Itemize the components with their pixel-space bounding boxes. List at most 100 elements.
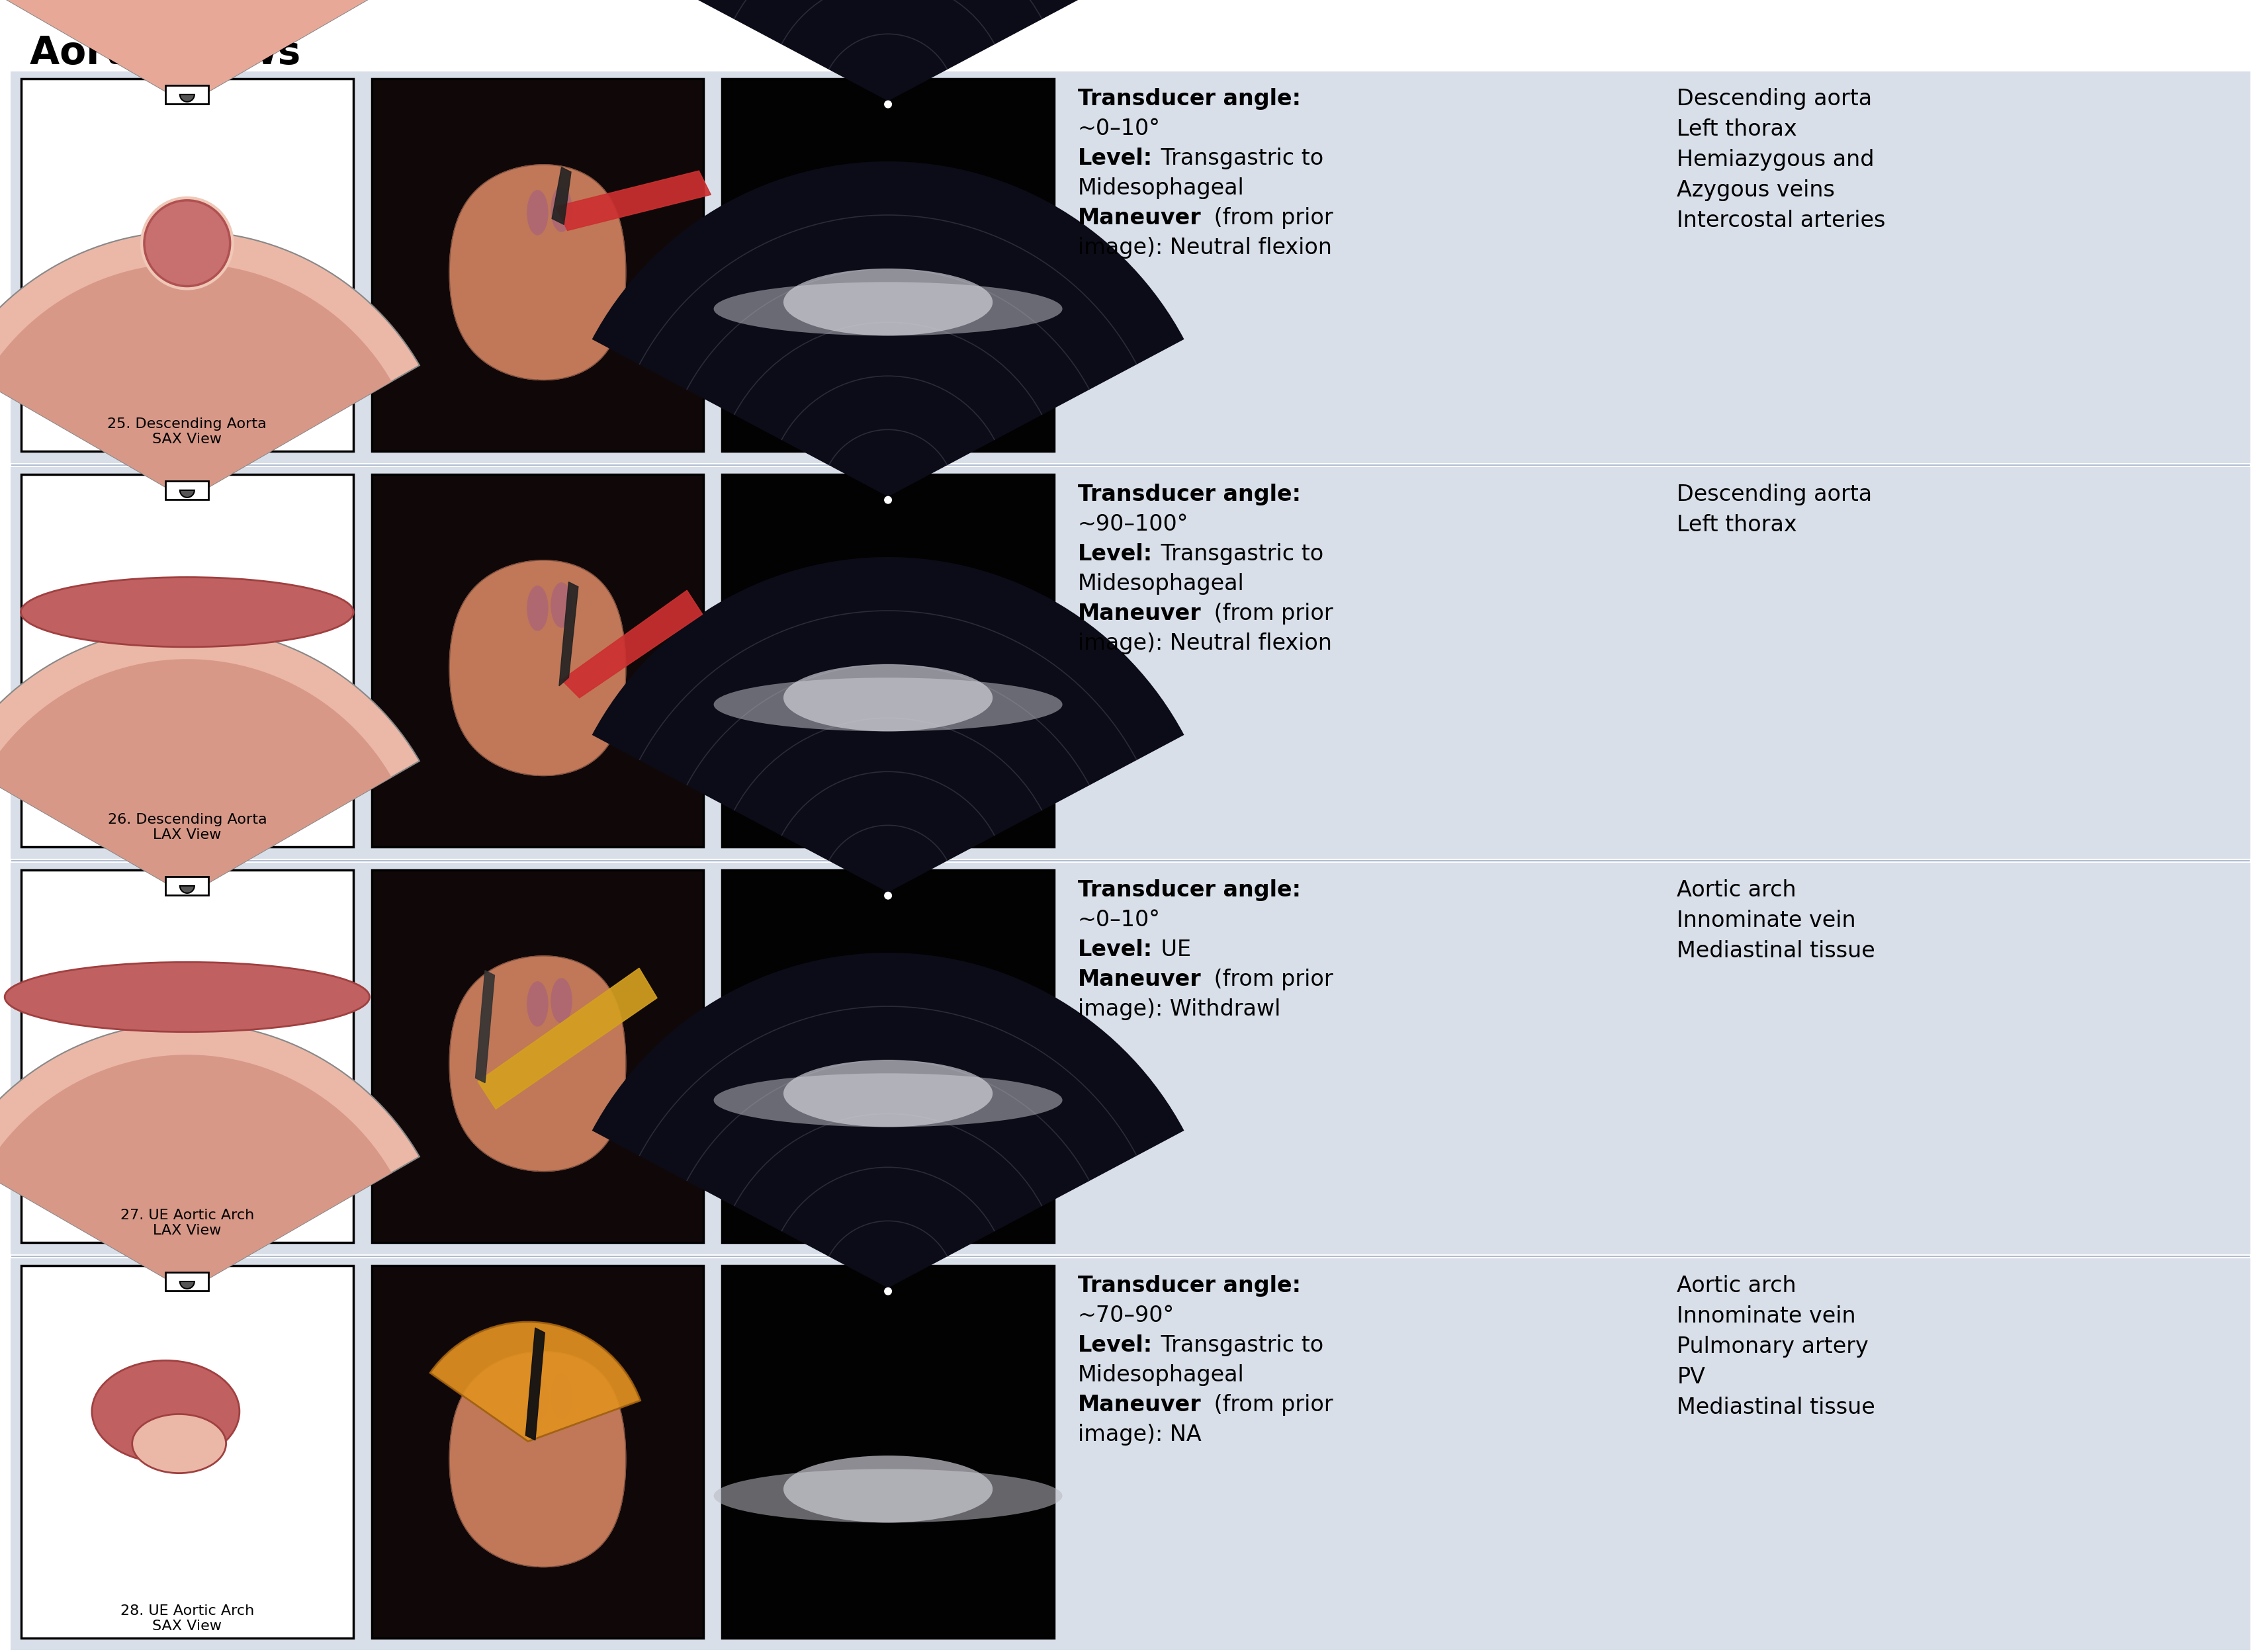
Text: Transgastric to: Transgastric to (1153, 1335, 1323, 1356)
Polygon shape (450, 165, 626, 380)
Bar (165, 481, 208, 499)
Ellipse shape (782, 1455, 993, 1523)
Ellipse shape (527, 1376, 549, 1422)
Polygon shape (475, 970, 495, 1082)
Text: Aortic Views: Aortic Views (29, 35, 301, 73)
Ellipse shape (714, 1074, 1063, 1127)
Text: Transducer angle:: Transducer angle: (1078, 484, 1300, 506)
Wedge shape (181, 1282, 194, 1289)
Text: 27. UE Aortic Arch
LAX View: 27. UE Aortic Arch LAX View (120, 1209, 253, 1237)
Polygon shape (556, 170, 710, 231)
Text: image): NA: image): NA (1078, 1424, 1201, 1446)
Ellipse shape (552, 978, 572, 1024)
Ellipse shape (714, 1469, 1063, 1523)
Text: Transducer angle:: Transducer angle: (1078, 1275, 1300, 1297)
Circle shape (145, 200, 231, 286)
Text: Maneuver: Maneuver (1078, 206, 1201, 230)
Bar (11, 71, 2250, 463)
Ellipse shape (5, 961, 369, 1032)
Ellipse shape (552, 187, 572, 233)
Ellipse shape (714, 282, 1063, 335)
Text: image): Withdrawl: image): Withdrawl (1078, 998, 1280, 1021)
Bar (20, 79, 353, 451)
Bar (11, 468, 2250, 859)
Text: (from prior: (from prior (1207, 968, 1334, 990)
Bar (371, 871, 703, 1242)
Text: Descending aorta: Descending aorta (1678, 484, 1872, 506)
Text: Midesophageal: Midesophageal (1078, 177, 1244, 198)
Wedge shape (430, 1322, 640, 1442)
Text: Descending aorta: Descending aorta (1678, 88, 1872, 109)
Text: 28. UE Aortic Arch
SAX View: 28. UE Aortic Arch SAX View (120, 1604, 253, 1632)
Polygon shape (477, 968, 658, 1108)
Text: Intercostal arteries: Intercostal arteries (1678, 210, 1886, 231)
Wedge shape (0, 1023, 421, 1290)
Wedge shape (0, 263, 391, 499)
Bar (721, 474, 1054, 847)
Text: UE: UE (1153, 938, 1192, 960)
Wedge shape (181, 885, 194, 894)
Wedge shape (592, 0, 1185, 101)
Polygon shape (450, 957, 626, 1171)
Ellipse shape (527, 981, 549, 1026)
Bar (721, 871, 1054, 1242)
Circle shape (884, 1287, 893, 1295)
Text: (from prior: (from prior (1207, 1394, 1334, 1416)
Wedge shape (0, 1054, 391, 1290)
Text: Maneuver: Maneuver (1078, 1394, 1201, 1416)
Text: Aortic arch: Aortic arch (1678, 879, 1797, 900)
Bar (20, 1265, 353, 1639)
Text: ~0–10°: ~0–10° (1078, 117, 1160, 139)
Wedge shape (0, 0, 421, 104)
Text: Left thorax: Left thorax (1678, 119, 1797, 140)
Text: Transducer angle:: Transducer angle: (1078, 88, 1300, 109)
Text: Innominate vein: Innominate vein (1678, 910, 1856, 932)
Bar (165, 1272, 208, 1290)
Circle shape (884, 496, 893, 504)
Text: Transgastric to: Transgastric to (1153, 147, 1323, 169)
Bar (11, 1259, 2250, 1650)
Polygon shape (558, 582, 579, 686)
Text: Pulmonary artery: Pulmonary artery (1678, 1336, 1870, 1358)
Ellipse shape (527, 585, 549, 631)
Text: Midesophageal: Midesophageal (1078, 1365, 1244, 1386)
Wedge shape (0, 231, 421, 499)
Text: Level:: Level: (1078, 1335, 1153, 1356)
Circle shape (884, 892, 893, 900)
Text: (from prior: (from prior (1207, 206, 1334, 230)
Text: Level:: Level: (1078, 147, 1153, 169)
Text: Midesophageal: Midesophageal (1078, 573, 1244, 595)
Text: PV: PV (1678, 1366, 1705, 1388)
Text: Mediastinal tissue: Mediastinal tissue (1678, 1396, 1874, 1419)
Bar (11, 862, 2250, 1254)
Bar (165, 86, 208, 104)
Wedge shape (592, 557, 1185, 892)
Ellipse shape (93, 1361, 240, 1462)
Wedge shape (0, 0, 378, 104)
Ellipse shape (20, 577, 353, 648)
Polygon shape (450, 1351, 626, 1568)
Text: Aortic arch: Aortic arch (1678, 1275, 1797, 1297)
Ellipse shape (552, 1374, 572, 1419)
Bar (721, 1265, 1054, 1639)
Wedge shape (0, 626, 421, 895)
Text: Maneuver: Maneuver (1078, 968, 1201, 990)
Text: 25. Descending Aorta
SAX View: 25. Descending Aorta SAX View (109, 418, 267, 446)
Ellipse shape (782, 664, 993, 732)
Circle shape (140, 197, 235, 291)
Polygon shape (450, 560, 626, 776)
Text: Transducer angle:: Transducer angle: (1078, 879, 1300, 900)
Ellipse shape (714, 677, 1063, 732)
Bar (721, 79, 1054, 451)
Wedge shape (181, 94, 194, 102)
Bar (371, 474, 703, 847)
Text: image): Neutral flexion: image): Neutral flexion (1078, 633, 1332, 654)
Text: Mediastinal tissue: Mediastinal tissue (1678, 940, 1874, 961)
Bar (20, 871, 353, 1242)
Text: ~90–100°: ~90–100° (1078, 514, 1189, 535)
Text: Innominate vein: Innominate vein (1678, 1305, 1856, 1327)
Ellipse shape (782, 269, 993, 335)
Text: Level:: Level: (1078, 544, 1153, 565)
Ellipse shape (527, 190, 549, 235)
Text: Transgastric to: Transgastric to (1153, 544, 1323, 565)
